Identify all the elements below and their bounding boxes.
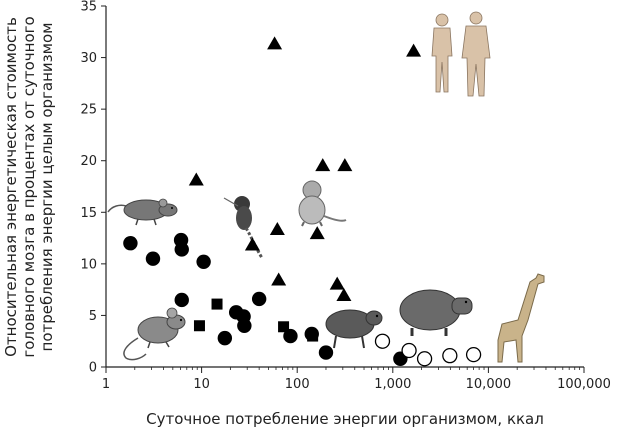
x-tick-label: 1	[102, 377, 110, 392]
capybara-icon	[399, 289, 473, 336]
x-tick-label: 10,000	[466, 377, 512, 392]
data-point-filled-circle	[251, 291, 267, 307]
x-tick-label: 1,000	[374, 377, 411, 392]
data-markers	[123, 36, 482, 367]
data-point-filled-square	[307, 330, 319, 342]
data-point-filled-circle	[174, 292, 189, 308]
data-point-filled-triangle	[267, 36, 283, 50]
y-tick-label: 30	[80, 51, 97, 66]
data-point-filled-circle	[237, 318, 252, 333]
data-point-filled-triangle	[309, 226, 325, 240]
data-point-open-circle	[442, 348, 458, 364]
data-point-open-circle	[416, 351, 433, 367]
data-point-filled-circle	[318, 345, 334, 360]
y-axis-title: Относительная энергетическая стоимость г…	[2, 16, 56, 357]
data-point-filled-triangle	[244, 237, 260, 251]
data-point-open-circle	[401, 342, 417, 359]
data-point-filled-circle	[196, 254, 211, 269]
rat-icon	[107, 198, 178, 226]
y-tick-label: 15	[80, 206, 97, 221]
y-axis-title-line-1: Относительная энергетическая стоимость	[2, 17, 20, 357]
data-point-filled-triangle	[329, 276, 345, 290]
y-tick-label: 35	[80, 0, 97, 15]
data-point-open-circle	[465, 346, 482, 363]
humans-icon	[431, 11, 491, 97]
data-point-filled-square	[278, 321, 290, 333]
y-axis-title-line-3: потребления энергии целым организмом	[38, 23, 56, 352]
y-tick-label: 20	[80, 154, 97, 169]
axes: 0 5 10 15 20 25 30 35 1 10 100 1,000 10,000 100,000	[80, 0, 610, 392]
y-axis-title-line-2: головного мозга в процентах от суточного	[20, 16, 38, 357]
x-tick-label: 100,000	[557, 377, 611, 392]
data-point-filled-square	[211, 298, 223, 310]
data-point-filled-circle	[123, 236, 138, 251]
data-point-filled-triangle	[336, 288, 352, 302]
y-ticks: 0 5 10 15 20 25 30 35	[80, 0, 106, 376]
giraffe-icon	[497, 273, 545, 363]
data-point-filled-circle	[145, 251, 161, 266]
data-point-filled-circle	[174, 242, 189, 257]
data-point-filled-triangle	[271, 272, 287, 286]
y-tick-label: 0	[89, 361, 97, 376]
data-point-filled-circle	[217, 330, 233, 346]
macaque-icon	[298, 180, 347, 227]
data-point-filled-square	[193, 320, 205, 332]
x-tick-label: 100	[285, 377, 310, 392]
illustrations	[107, 11, 545, 363]
tamarin-icon	[223, 196, 264, 259]
data-point-filled-triangle	[269, 222, 285, 236]
y-tick-label: 10	[80, 257, 97, 272]
data-point-filled-triangle	[337, 158, 353, 172]
x-ticks: 1 10 100 1,000 10,000 100,000	[102, 367, 611, 392]
x-tick-label: 10	[193, 377, 210, 392]
data-point-filled-circle	[283, 328, 298, 344]
x-axis-title: Суточное потребление энергии организмом,…	[146, 410, 544, 428]
agouti-icon	[325, 309, 383, 349]
data-point-open-circle	[374, 333, 391, 349]
y-tick-label: 5	[89, 309, 97, 324]
data-point-filled-triangle	[188, 172, 204, 186]
mouse-icon	[123, 307, 186, 361]
y-tick-label: 25	[80, 103, 97, 118]
data-point-filled-triangle	[315, 158, 331, 172]
data-point-filled-triangle	[406, 43, 422, 57]
